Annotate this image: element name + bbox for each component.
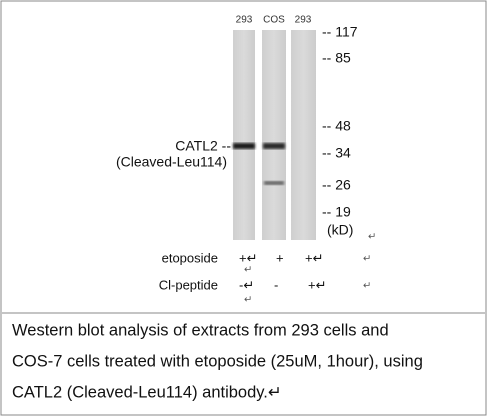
lane-label: 293 [236,15,253,26]
protein-label: CATL2 -- [175,138,231,154]
treatment-name: etoposide [162,250,218,265]
marker-label: -- 48 [322,118,351,134]
treatment-value: +↵ [239,250,257,265]
treatment-value: - [274,277,278,292]
lane [233,30,255,240]
treatment-value: -↵ [239,277,254,292]
protein-label: (Cleaved-Leu114) [116,154,227,170]
band [263,143,285,149]
caption-line: CATL2 (Cleaved-Leu114) antibody.↵ [12,383,282,401]
return-mark: ↵ [368,232,376,243]
lane-label: COS [263,15,285,26]
unit-label: (kD) [327,222,353,238]
lane-label: 293 [295,15,312,26]
lane [262,30,286,240]
return-mark: ↵ [244,265,252,276]
treatment-value: +↵ [308,277,326,292]
marker-label: -- 19 [322,204,351,220]
lane [291,30,316,240]
caption-line: Western blot analysis of extracts from 2… [12,321,389,339]
band [264,181,284,185]
treatment-value: +↵ [305,250,323,265]
band [233,143,255,149]
marker-label: -- 85 [322,50,351,66]
caption-line: COS-7 cells treated with etoposide (25uM… [12,352,423,370]
marker-label: -- 117 [322,24,358,40]
marker-label: -- 26 [322,177,351,193]
return-mark: ↵ [363,281,371,292]
treatment-name: Cl-peptide [159,277,218,292]
return-mark: ↵ [363,254,371,265]
marker-label: -- 34 [322,145,351,161]
return-mark: ↵ [244,295,252,306]
treatment-value: + [276,250,284,265]
